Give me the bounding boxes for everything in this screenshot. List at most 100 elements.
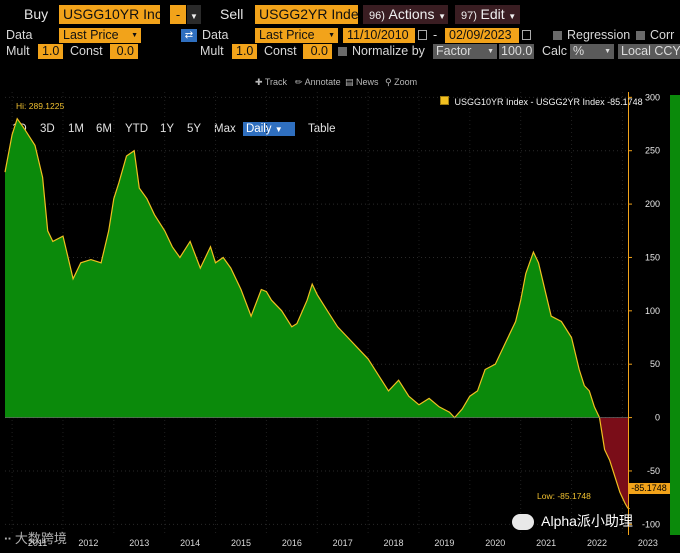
data-field-select[interactable]: Last Price ▼ [59, 28, 141, 43]
crosshair-icon: ✚ [255, 77, 263, 87]
normalize-label: Normalize by [352, 44, 425, 58]
y-tick-label: -100 [642, 519, 660, 529]
period-1y[interactable]: 1Y [160, 123, 175, 135]
calendar-icon[interactable] [418, 30, 427, 40]
mult2-label: Mult [200, 44, 224, 58]
const2-field[interactable]: 0.0 [303, 44, 332, 59]
chevron-down-icon: ▼ [438, 12, 446, 21]
x-tick-label: 2022 [587, 538, 607, 548]
swap-arrows-icon[interactable]: ⇄ [181, 29, 197, 42]
toolbar-row-3: Mult 1.0 Const 0.0 Mult 1.0 Const 0.0 No… [0, 44, 680, 60]
factor-field[interactable]: 100.0 [499, 44, 534, 59]
y-tick-label: 200 [645, 199, 660, 209]
corr-checkbox[interactable] [636, 31, 645, 40]
actions-number: 96) [369, 10, 385, 22]
negative-area [5, 417, 628, 509]
watermark-right-text: Alpha派小助理 [541, 513, 633, 529]
actions-button[interactable]: 96) Actions ▼ [363, 5, 448, 24]
corr-label: Corr [650, 28, 675, 42]
end-date-field[interactable]: 02/09/2023 [445, 28, 519, 43]
y-tick-label: 100 [645, 306, 660, 316]
regression-label: Regression [567, 28, 631, 42]
positive-area [5, 118, 628, 418]
start-date-field[interactable]: 11/10/2010 [343, 28, 415, 43]
operator-select[interactable]: - [170, 5, 186, 24]
y-tick-label: 300 [645, 92, 660, 102]
table-button[interactable]: Table [308, 123, 336, 135]
x-tick-label: 2016 [282, 538, 302, 548]
normalize-select[interactable]: Factor ▼ [433, 44, 497, 59]
mult2-field[interactable]: 1.0 [232, 44, 257, 59]
x-tick-label: 2012 [78, 538, 98, 548]
calc-value: % [573, 44, 585, 58]
track-label: Track [264, 77, 288, 87]
const2-label: Const [264, 44, 297, 58]
watermark-right: Alpha派小助理 [512, 511, 633, 531]
zoom-tool[interactable]: ⚲ Zoom [385, 77, 417, 88]
const-field[interactable]: 0.0 [110, 44, 138, 59]
chevron-down-icon: ▼ [508, 12, 517, 21]
currency-select[interactable]: Local CCY [618, 44, 680, 59]
edit-button[interactable]: 97) Edit ▼ [455, 5, 520, 24]
sell-ticker-field[interactable]: USGG2YR Inde [255, 5, 358, 24]
x-tick-label: 2017 [333, 538, 353, 548]
frequency-value: Daily [246, 123, 272, 135]
const-label: Const [70, 44, 103, 58]
mult-field[interactable]: 1.0 [38, 44, 63, 59]
chevron-down-icon: ▼ [604, 48, 611, 55]
buy-ticker-field[interactable]: USGG10YR Inc [59, 5, 160, 24]
period-ytd[interactable]: YTD [125, 123, 148, 135]
toolbar-row-2: Data Last Price ▼ ⇄ Data Last Price ▼ 11… [0, 28, 680, 44]
x-tick-label: 2023 [638, 538, 658, 548]
regression-checkbox[interactable] [553, 31, 562, 40]
data-field-value: Last Price [63, 28, 119, 42]
last-value-tag: -85.1748 [628, 483, 670, 494]
x-tick-label: 2020 [485, 538, 505, 548]
y-tick-label: 250 [645, 146, 660, 156]
grid-lines [5, 92, 628, 535]
watermark-logo-icon: ∙∙ [4, 531, 12, 546]
x-tick-label: 2021 [536, 538, 556, 548]
y-tick-label: 150 [645, 252, 660, 262]
annotate-tool[interactable]: ✏ Annotate [295, 77, 341, 88]
news-tool[interactable]: ▤ News [345, 77, 379, 88]
normalize-value: Factor [436, 44, 472, 58]
pencil-icon: ✏ [295, 77, 303, 87]
operator-dropdown-button[interactable]: ▼ [187, 5, 201, 24]
x-axis-ticks: 2011 2012 2013 2014 2015 2016 2017 2018 2019 2020… [28, 538, 658, 548]
calc-select[interactable]: % ▼ [570, 44, 614, 59]
news-label: News [356, 77, 379, 87]
spread-series-line [4, 117, 629, 509]
y-tick-label: 50 [650, 359, 660, 369]
normalize-checkbox[interactable] [338, 47, 347, 56]
period-5y[interactable]: 5Y [187, 123, 202, 135]
calendar-icon[interactable] [522, 30, 531, 40]
toolbar-row-1: Buy USGG10YR Inc - ▼ Sell USGG2YR Inde 9… [0, 0, 680, 29]
x-tick-label: 2015 [231, 538, 251, 548]
data2-field-select[interactable]: Last Price ▼ [255, 28, 338, 43]
watermark-left: ∙∙ 大数跨境 [4, 528, 67, 547]
period-max[interactable]: Max [214, 123, 236, 135]
x-tick-label: 2019 [434, 538, 454, 548]
legend-text: USGG10YR Index - USGG2YR Index -85.1748 [454, 97, 643, 107]
period-1d[interactable]: 1D [12, 123, 27, 135]
track-tool[interactable]: ✚ Track [255, 77, 287, 88]
frequency-select[interactable]: Daily ▼ [243, 122, 295, 136]
x-tick-label: 2014 [180, 538, 200, 548]
period-3d[interactable]: 3D [40, 123, 55, 135]
date-range-dash: - [433, 28, 438, 42]
low-label: Low: -85.1748 [537, 491, 591, 501]
wechat-icon [512, 514, 534, 531]
hi-label: Hi: 289.1225 [16, 101, 65, 111]
data2-field-value: Last Price [259, 28, 315, 42]
sell-label: Sell [220, 6, 244, 22]
y-tick-label: 0 [655, 413, 660, 423]
right-mini-panel [670, 95, 680, 535]
x-tick-label: 2013 [129, 538, 149, 548]
zoom-label: Zoom [394, 77, 418, 87]
chevron-down-icon: ▼ [487, 48, 494, 55]
chevron-down-icon: ▼ [328, 32, 335, 39]
period-bar: 1D 3D 1M 6M YTD 1Y 5Y Max Daily ▼ Table [0, 60, 680, 136]
period-1m[interactable]: 1M [68, 123, 84, 135]
period-6m[interactable]: 6M [96, 123, 112, 135]
